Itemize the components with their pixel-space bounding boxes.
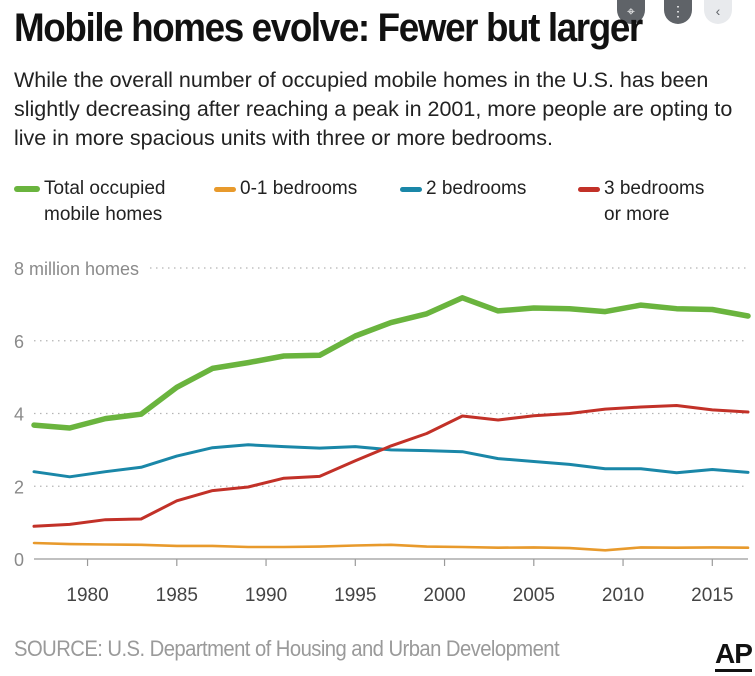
x-tick-label: 2015: [691, 585, 733, 606]
more-vert-icon[interactable]: ⋮: [664, 0, 692, 24]
lens-search-icon[interactable]: ⌖: [617, 0, 645, 24]
chevron-left-icon[interactable]: ‹: [704, 0, 732, 24]
legend-swatch-2-bedrooms: [400, 187, 422, 192]
x-tick-label: 1985: [156, 585, 198, 606]
series-line-total: [31, 295, 751, 431]
x-tick-label: 1990: [245, 585, 287, 606]
y-tick-label: 6: [14, 332, 24, 352]
x-tick-label: 1980: [66, 585, 108, 606]
series-line-3-bedrooms: [32, 404, 750, 528]
y-tick-label: 0: [14, 550, 24, 570]
y-tick-label: 8 million homes: [14, 259, 139, 279]
legend-swatch-0-1-bedrooms: [214, 187, 236, 192]
legend-item-0-1-bedrooms: 0-1 bedrooms: [214, 176, 357, 202]
x-axis-ticks: 1980 1985 1990 1995 2000 2005 2010 2015: [66, 559, 733, 606]
legend-label-2-bedrooms: 2 bedrooms: [426, 178, 527, 199]
gridlines: [34, 267, 748, 560]
x-tick-label: 2000: [423, 585, 465, 606]
legend-label-3-bedrooms: 3 bedrooms or more: [604, 178, 705, 225]
x-tick-label: 2005: [513, 585, 555, 606]
legend-item-total: Total occupied mobile homes: [14, 176, 165, 228]
source-note: SOURCE: U.S. Department of Housing and U…: [14, 636, 560, 661]
ap-logo: AP: [715, 638, 753, 672]
x-tick-label: 1995: [334, 585, 376, 606]
series-line-0-1-bedrooms: [32, 541, 750, 552]
legend-item-2-bedrooms: 2 bedrooms: [400, 176, 526, 202]
chart-title: Mobile homes evolve: Fewer but larger: [14, 6, 643, 50]
y-axis-ticks: 0 2 4 6 8 million homes: [14, 259, 139, 570]
y-tick-label: 4: [14, 405, 24, 425]
legend-swatch-total: [14, 186, 40, 192]
y-tick-label: 2: [14, 477, 24, 497]
series-lines: [31, 295, 751, 552]
legend-label-total: Total occupied mobile homes: [44, 178, 166, 225]
chart-subtitle: While the overall number of occupied mob…: [14, 68, 733, 150]
legend-item-3-bedrooms: 3 bedrooms or more: [578, 176, 704, 228]
series-line-2-bedrooms: [32, 443, 750, 479]
legend-swatch-3-bedrooms: [578, 187, 600, 192]
x-tick-label: 2010: [602, 585, 644, 606]
legend-label-0-1-bedrooms: 0-1 bedrooms: [240, 178, 358, 199]
